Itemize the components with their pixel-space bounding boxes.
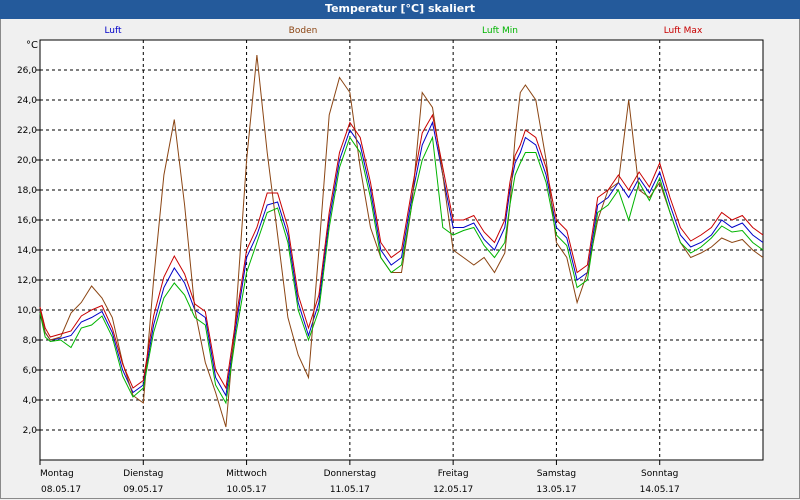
legend-entry: Luft [104, 26, 122, 36]
series-line [39, 113, 764, 390]
y-tick-label: 20,0 [17, 156, 37, 166]
y-tick-label: 24,0 [17, 96, 37, 106]
y-tick-label: 2,0 [23, 426, 38, 436]
window-title: Temperatur [°C] skaliert [0, 0, 800, 19]
y-tick-label: 6,0 [23, 366, 38, 376]
x-tick-day: Dienstag [123, 469, 163, 479]
x-tick-day: Samstag [537, 469, 576, 479]
x-tick-date: 08.05.17 [41, 485, 81, 495]
y-tick-label: 4,0 [23, 396, 38, 406]
x-axis: Montag 08.05.17 Dienstag 09.05.17 Mittwoch 10… [39, 460, 680, 495]
y-tick-label: 8,0 [23, 336, 38, 346]
y-tick-label: 26,0 [17, 66, 37, 76]
series-line [39, 120, 764, 398]
y-tick-label: 18,0 [17, 186, 37, 196]
legend-entry: Luft Min [482, 26, 518, 36]
legend-entry: Boden [289, 26, 318, 36]
y-tick-label: 10,0 [17, 306, 37, 316]
x-tick-date: 10.05.17 [227, 485, 267, 495]
x-tick-day: Donnerstag [324, 469, 377, 479]
y-unit-label: °C [26, 40, 38, 51]
x-tick-date: 12.05.17 [433, 485, 473, 495]
legend: Luft Boden Luft Min Luft Max [104, 26, 703, 36]
x-tick-date: 14.05.17 [640, 485, 680, 495]
y-axis: 2,0 4,0 6,0 8,0 10,0 12,0 14,0 16,0 18,0 20,0 22,0… [17, 66, 40, 436]
x-tick-day: Freitag [438, 469, 469, 479]
x-tick-day: Mittwoch [226, 469, 267, 479]
x-tick-date: 13.05.17 [536, 485, 576, 495]
y-tick-label: 22,0 [17, 126, 37, 136]
x-tick-day: Sonntag [641, 469, 678, 479]
y-tick-label: 16,0 [17, 216, 37, 226]
y-tick-label: 14,0 [17, 246, 37, 256]
x-tick-date: 09.05.17 [123, 485, 163, 495]
series-line [39, 135, 764, 405]
series-lines [39, 54, 764, 428]
y-tick-label: 12,0 [17, 276, 37, 286]
x-tick-date: 11.05.17 [330, 485, 370, 495]
legend-entry: Luft Max [664, 26, 703, 36]
x-tick-day: Montag [40, 469, 74, 479]
grid [40, 40, 763, 460]
